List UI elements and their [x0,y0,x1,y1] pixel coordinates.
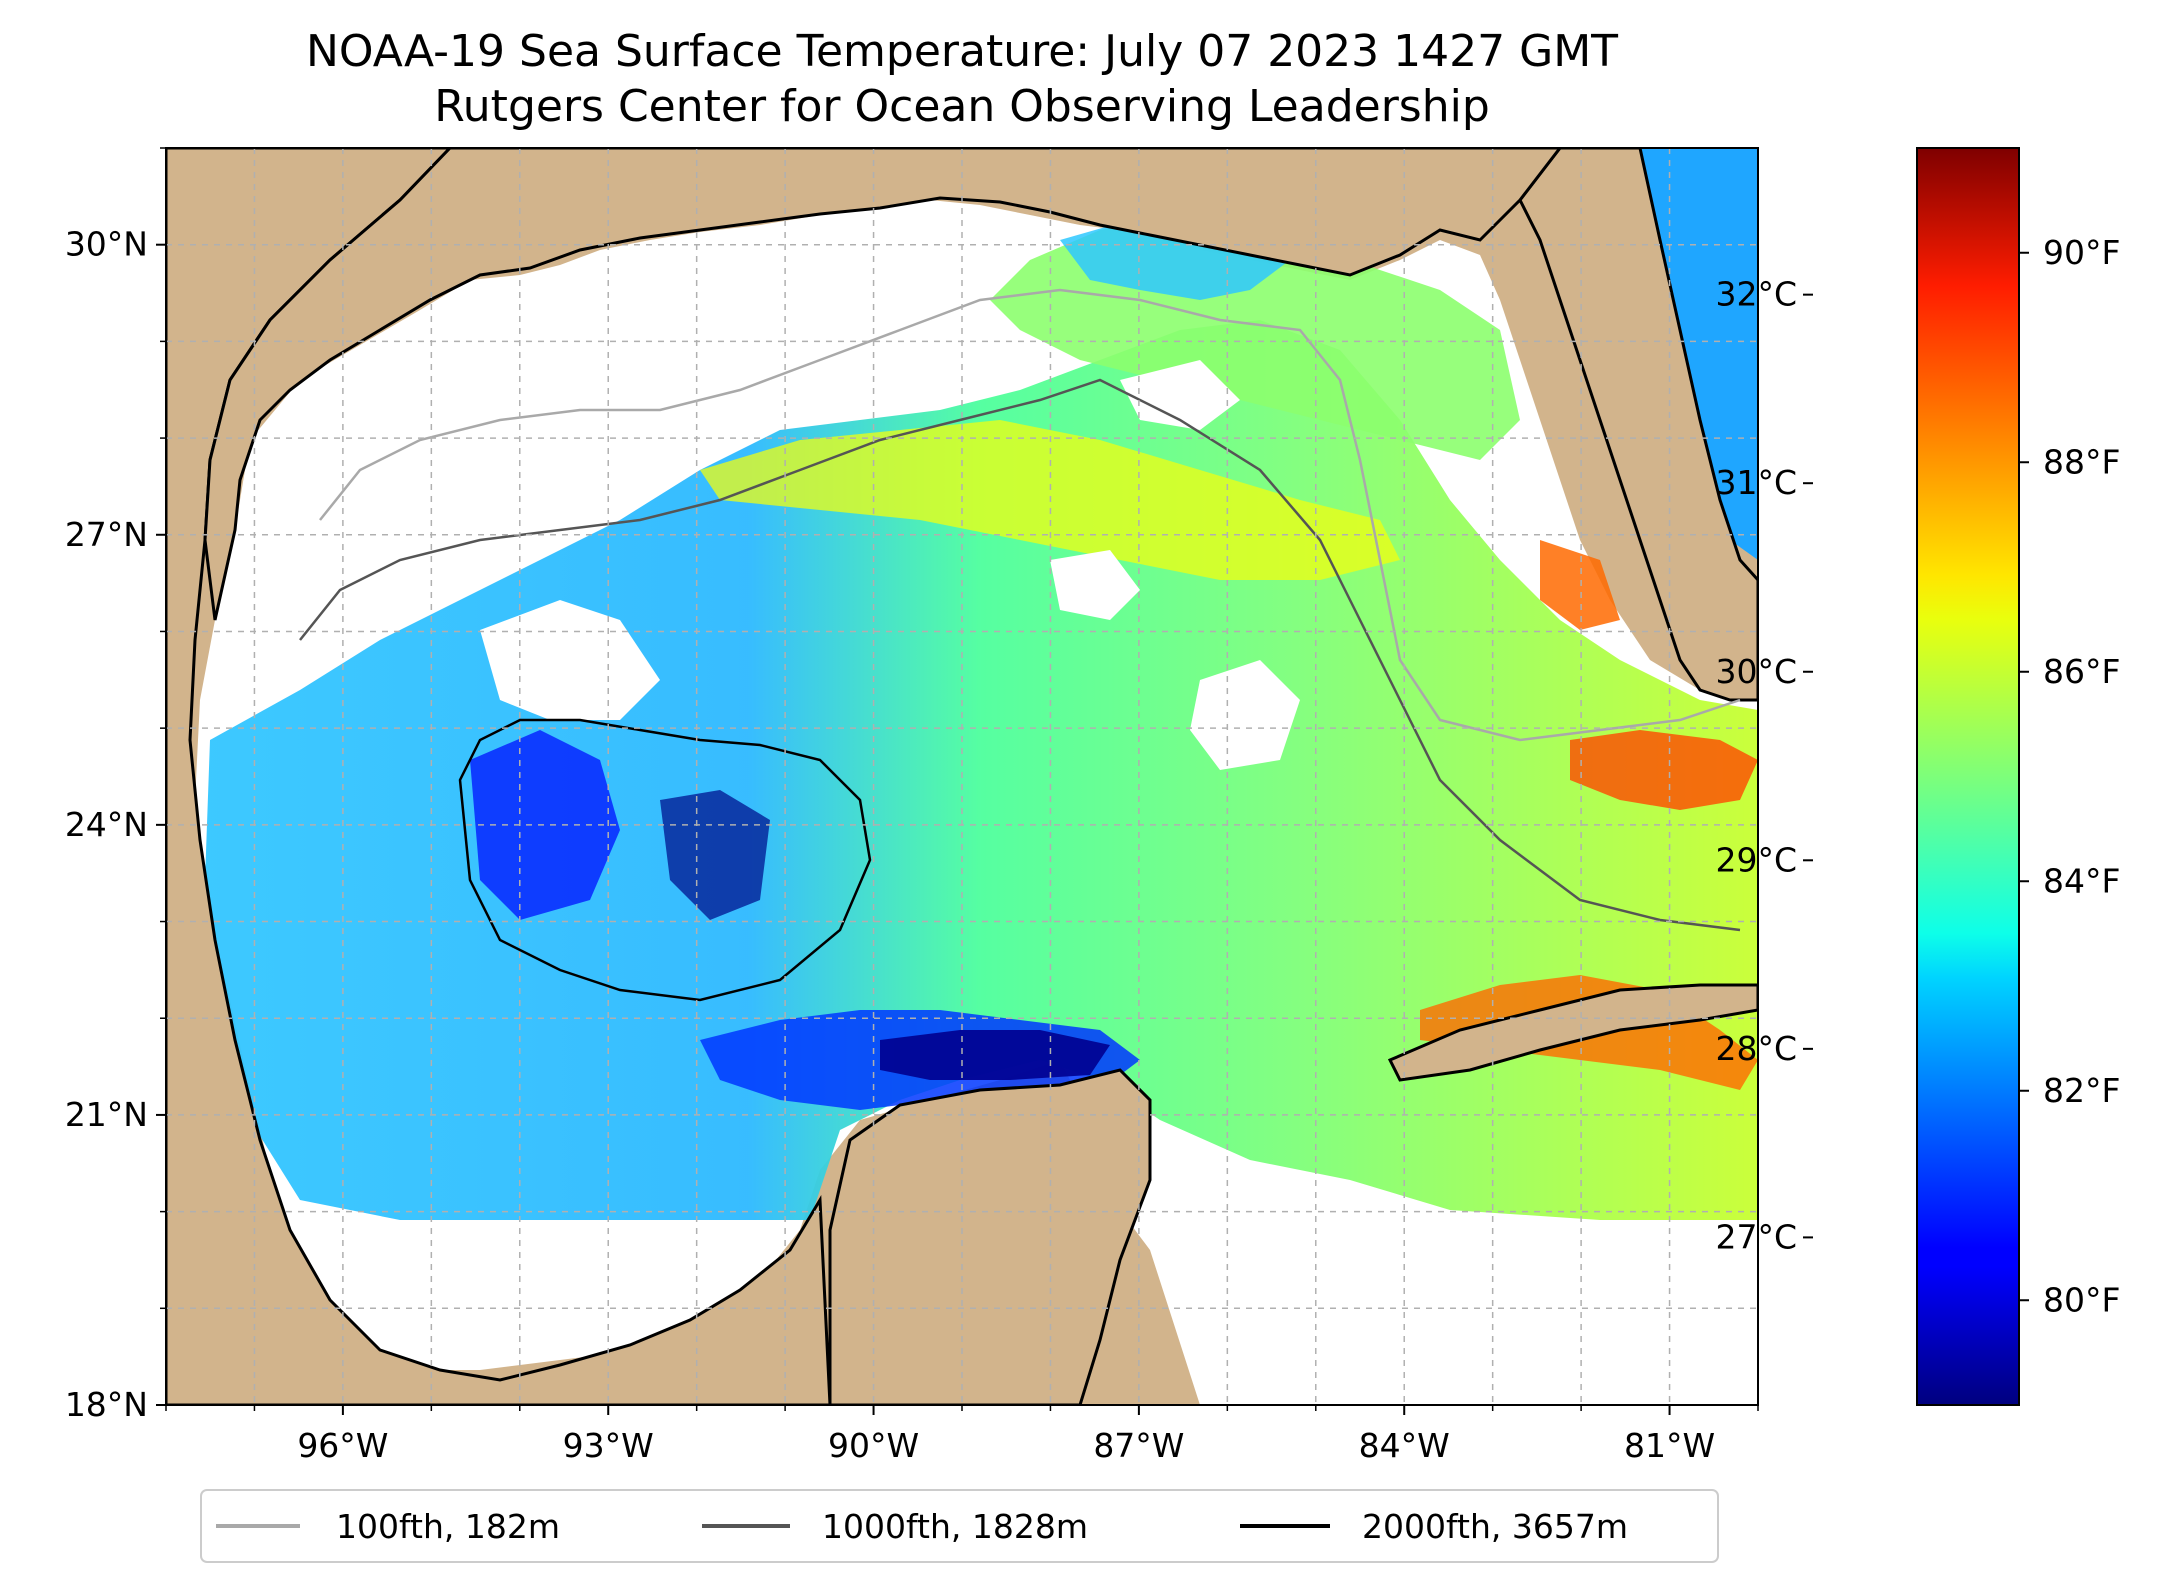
contour-2000fth [458,718,872,1002]
legend-label-1000fth: 1000fth, 1828m [822,1507,1088,1546]
lon-tick-label: 81°W [1624,1426,1715,1465]
cloud-gap-1 [480,600,660,720]
sst-warm-straits [1570,730,1758,810]
colorbar-f-label: 82°F [2043,1071,2120,1110]
sst-cold-patch-central [660,790,770,920]
atlantic-water [1640,148,1758,560]
cloud-gap-2 [1190,660,1300,770]
colorbar-c-label: 28°C [1715,1029,1797,1068]
colorbar: 27°C 28°C 29°C 30°C 31°C 32°C 80°F 82°F 84°F 86°… [1715,147,2120,1406]
colorbar-fahrenheit-ticks: 80°F 82°F 84°F 86°F 88°F 90°F [2019,233,2120,1319]
colorbar-f-label: 80°F [2043,1280,2120,1319]
lat-tick-label: 18°N [65,1385,148,1424]
colorbar-celsius-ticks: 27°C 28°C 29°C 30°C 31°C 32°C [1715,275,1813,1256]
colorbar-f-label: 88°F [2043,442,2120,481]
colorbar-c-label: 27°C [1715,1217,1797,1256]
lon-tick-label: 96°W [297,1426,388,1465]
lat-tick-label: 24°N [65,805,148,844]
legend-label-2000fth: 2000fth, 3657m [1362,1507,1628,1546]
map-panel [166,148,1758,1405]
sst-cold-patch-west [470,730,620,920]
lon-tick-label: 87°W [1093,1426,1184,1465]
yucatan-peninsula [828,1068,1152,1405]
legend-label-100fth: 100fth, 182m [336,1507,560,1546]
lat-tick-label: 27°N [65,515,148,554]
florida-peninsula [1518,148,1758,702]
lat-tick-label: 21°N [65,1095,148,1134]
cuba-island [1387,983,1758,1082]
colorbar-f-label: 84°F [2043,861,2120,900]
contour-legend: 100fth, 182m 1000fth, 1828m 2000fth, 365… [200,1489,1719,1563]
sst-cold-core [880,1030,1110,1080]
colorbar-gradient [1916,147,2020,1406]
us-gulf-coast [203,148,1562,621]
lat-axis: 30°N 27°N 24°N 21°N 18°N [65,147,166,1424]
colorbar-c-label: 29°C [1715,840,1797,879]
lon-tick-label: 93°W [563,1426,654,1465]
colorbar-c-label: 31°C [1715,463,1797,502]
map-gridlines [166,148,1758,1405]
colorbar-f-label: 90°F [2043,233,2120,272]
cloud-gap-3 [1050,550,1140,620]
lon-axis: 96°W 93°W 90°W 87°W 84°W 81°W [165,1405,1759,1465]
colorbar-c-label: 32°C [1715,275,1797,314]
cloud-gap-4 [1120,360,1240,430]
map-title-line1: NOAA-19 Sea Surface Temperature: July 07… [306,26,1618,77]
contour-100fth [319,288,1741,742]
map-title-line2: Rutgers Center for Ocean Observing Leade… [434,81,1490,132]
lon-tick-label: 84°W [1359,1426,1450,1465]
sst-warm-west-florida [1540,540,1620,630]
colorbar-f-label: 86°F [2043,652,2120,691]
lon-tick-label: 90°W [828,1426,919,1465]
legend-box [200,1489,1719,1563]
lat-tick-label: 30°N [65,225,148,264]
colorbar-c-label: 30°C [1715,652,1797,691]
